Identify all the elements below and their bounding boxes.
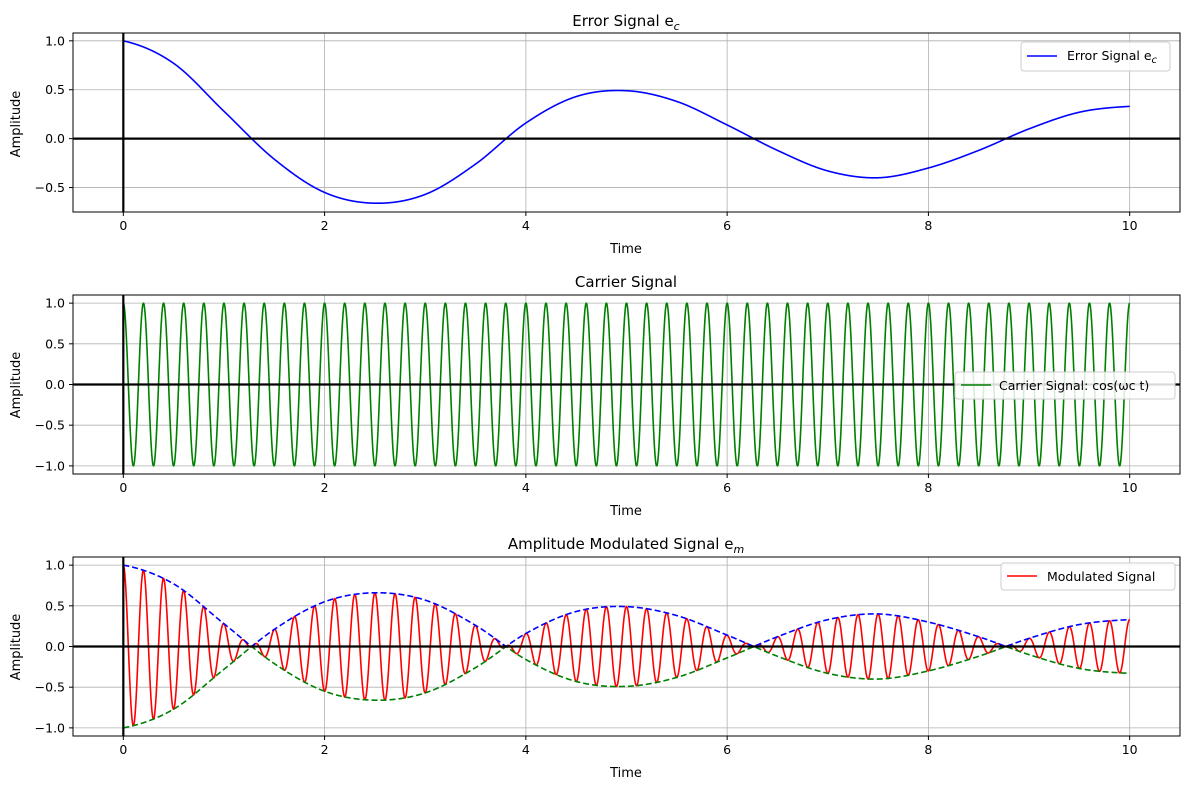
x-tick-label: 10 [1122,480,1138,495]
x-tick-label: 6 [723,480,731,495]
series-line-2-0 [122,564,1131,727]
carrier-signal-xlabel: Time [609,504,642,519]
error-signal-legend: Error Signal ec [1020,41,1171,72]
x-tick-label: 2 [321,218,329,233]
series-line-1-0 [122,302,1131,467]
y-tick-label: 1.0 [45,296,65,311]
x-tick-label: 6 [723,742,731,757]
x-tick-label: 8 [924,480,932,495]
x-tick-label: 10 [1122,742,1138,757]
y-tick-label: −0.5 [35,418,65,433]
error-signal-panel: Error Signal ec 0 2 4 6 8 10 −0.5 0.0 0.5 1.0 Tim… [9,12,1181,257]
x-tick-label: 4 [522,742,530,757]
y-tick-label: 1.0 [45,558,65,573]
y-tick-label: 0.5 [45,336,65,351]
x-tick-label: 8 [924,218,932,233]
y-tick-label: −0.5 [35,180,65,195]
series-line-2-1 [122,564,1131,648]
y-tick-label: 0.5 [45,598,65,613]
x-tick-label: 8 [924,742,932,757]
series-line-2-2 [122,645,1131,729]
y-tick-label: 0.0 [45,131,65,146]
x-tick-label: 4 [522,480,530,495]
carrier-signal-legend-label: Carrier Signal: cos(ωc t) [999,378,1149,393]
carrier-signal-ylabel: Amplitude [9,352,24,419]
y-tick-label: 1.0 [45,33,65,48]
x-tick-label: 0 [119,742,127,757]
y-tick-label: −0.5 [35,680,65,695]
error-signal-xlabel: Time [609,242,642,257]
x-tick-label: 4 [522,218,530,233]
y-tick-label: 0.0 [45,377,65,392]
y-tick-label: 0.5 [45,82,65,97]
error-signal-legend-label: Error Signal ec [1067,48,1158,66]
x-tick-label: 0 [119,480,127,495]
modulated-signal-xlabel: Time [609,766,642,781]
modulated-signal-legend-label: Modulated Signal [1047,569,1155,584]
y-tick-label: −1.0 [35,458,65,473]
modulated-signal-title: Amplitude Modulated Signal em [508,535,744,556]
modulated-signal-ylabel: Amplitude [9,614,24,681]
carrier-signal-title: Carrier Signal [575,273,677,291]
modulated-signal-legend: Modulated Signal [1000,562,1176,591]
x-tick-label: 2 [321,742,329,757]
y-tick-label: −1.0 [35,720,65,735]
carrier-signal-panel: Carrier Signal 0 2 4 6 8 10−1.0−0.50.00.51.0 … [9,273,1181,519]
x-tick-label: 2 [321,480,329,495]
y-tick-label: 0.0 [45,639,65,654]
x-tick-label: 0 [119,218,127,233]
error-signal-ylabel: Amplitude [9,91,24,158]
x-tick-label: 10 [1122,218,1138,233]
modulated-signal-panel: Amplitude Modulated Signal em 0 2 4 6 8 10 −1.… [9,535,1181,781]
series-line-0-0 [122,40,1131,205]
axes-frame [72,32,1181,213]
error-signal-title: Error Signal ec [572,12,679,33]
carrier-signal-legend: Carrier Signal: cos(ωc t) [954,371,1176,400]
x-tick-label: 6 [723,218,731,233]
